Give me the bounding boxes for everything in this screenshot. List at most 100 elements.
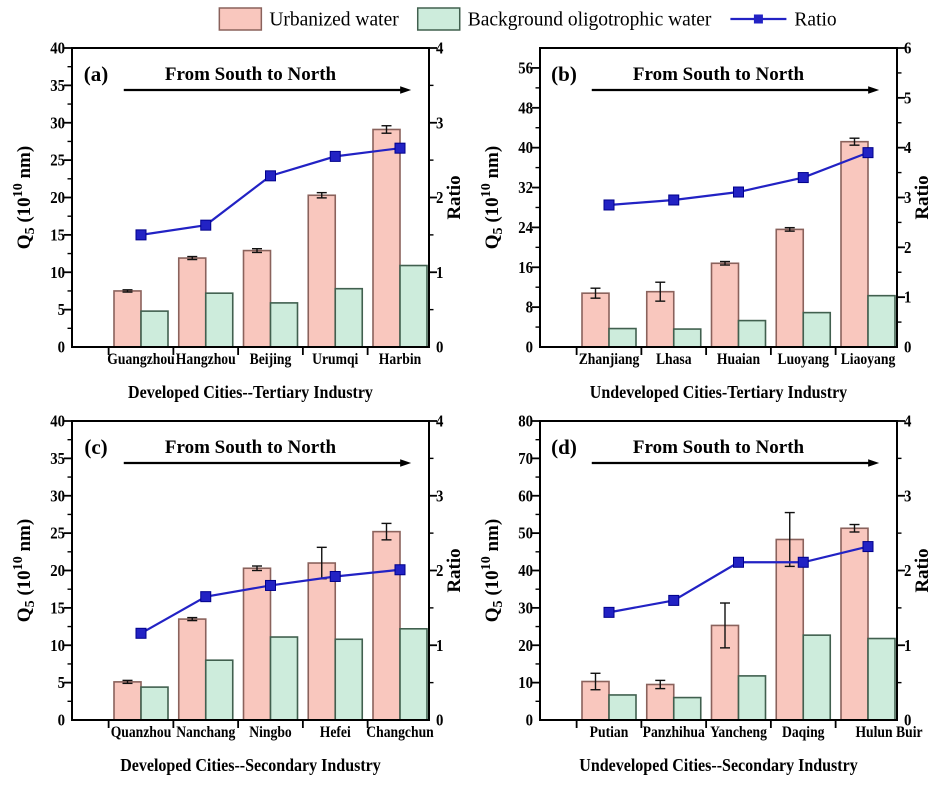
error-bar-Zhanjiang [590, 287, 601, 299]
ytick-left: 8 [526, 298, 533, 317]
ytick-left: 15 [50, 225, 65, 244]
legend-item-1: Background oligotrophic water [416, 7, 712, 31]
ratio-marker-Ningbo [265, 579, 276, 591]
ratio-marker-Huaian [733, 186, 744, 198]
ytick-left: 20 [50, 188, 65, 207]
xtick-Luoyang: Luoyang [778, 351, 830, 368]
xtick-Urumqi: Urumqi [312, 351, 359, 368]
ytick-left: 30 [50, 486, 65, 505]
ytick-left: 20 [518, 636, 533, 655]
xtick-Nanchang: Nanchang [176, 724, 235, 741]
ratio-marker-Putian [603, 606, 615, 618]
ytick-right: 6 [904, 39, 911, 58]
legend-marker [753, 14, 763, 24]
bar-urbanized-Liaoyang [840, 140, 869, 348]
panel-d: 0 10 20 30 40 50 60 70 80 0 1 2 3 4 Putian Panzhihua Yan… [478, 412, 933, 776]
ytick-left: 40 [518, 138, 533, 157]
bar-urbanized-Harbin [372, 128, 401, 348]
x-axis-title: Undeveloped Cities--Secondary Industry [579, 755, 858, 775]
ytick-left: 30 [50, 113, 65, 132]
xtick-Zhanjiang: Zhanjiang [579, 351, 640, 368]
ratio-line [608, 545, 869, 614]
ratio-marker-Quanzhou [135, 627, 147, 639]
ytick-left: 24 [518, 218, 533, 237]
ytick-left: 0 [526, 338, 533, 357]
bar-background-Beijing [269, 302, 299, 348]
annotation-text: From South to North [165, 437, 337, 458]
error-bar-Huaian [720, 260, 730, 266]
error-bar-Panzhihua [655, 679, 666, 690]
bar-urbanized-Changchun [372, 530, 401, 721]
panel-a: 0 5 10 15 20 25 30 35 40 0 1 2 3 4 Guangzhou Hangzhou Be… [10, 39, 465, 403]
ratio-marker-Beijing [265, 170, 276, 182]
xtick-Panzhihua: Panzhihua [643, 724, 705, 741]
ytick-left: 5 [58, 300, 65, 319]
bar-background-Liaoyang [867, 294, 896, 348]
ytick-right: 1 [904, 636, 911, 655]
ytick-left: 25 [50, 524, 65, 543]
ytick-right: 2 [436, 561, 443, 580]
bar-urbanized-Ningbo [242, 567, 272, 721]
error-bar-Yancheng [720, 602, 730, 649]
bar-urbanized-Guangzhou [113, 290, 142, 348]
legend-item-0: Urbanized water [218, 7, 399, 31]
ratio-marker-Yancheng [733, 556, 744, 568]
xtick-Hefei: Hefei [320, 724, 352, 741]
ratio-marker-Hangzhou [200, 219, 212, 231]
ratio-line [140, 147, 401, 236]
bar-urbanized-Beijing [242, 249, 272, 348]
ratio-marker-Daqing [797, 556, 809, 568]
xtick-Hulun Buir: Hulun Buir [855, 724, 922, 741]
bar-urbanized-Quanzhou [113, 681, 142, 721]
y-axis-title-left: Q5 (1010 nm) [478, 146, 506, 249]
xtick-Daqing: Daqing [782, 724, 825, 741]
xtick-Hangzhou: Hangzhou [176, 351, 236, 368]
ytick-left: 10 [50, 263, 65, 282]
ratio-marker-Nanchang [200, 591, 212, 603]
panel-letter: (d) [551, 435, 577, 459]
xtick-Liaoyang: Liaoyang [841, 351, 896, 368]
bar-background-Luoyang [802, 311, 832, 348]
ratio-marker-Hulun Buir [862, 541, 874, 553]
bar-background-Lhasa [672, 328, 702, 348]
legend-label: Background oligotrophic water [468, 10, 712, 31]
ratio-marker-Hefei [329, 570, 341, 582]
y-axis-title-left: Q5 (1010 nm) [478, 519, 506, 622]
ytick-right: 0 [904, 711, 911, 730]
bar-urbanized-Huaian [710, 262, 740, 348]
y-axis-title-left: Q5 (1010 nm) [10, 146, 38, 249]
ytick-right: 1 [904, 288, 911, 307]
bar-background-Quanzhou [140, 686, 169, 721]
ytick-left: 0 [526, 711, 533, 730]
error-bar-Hangzhou [187, 255, 198, 261]
ytick-left: 0 [58, 711, 65, 730]
panel-letter: (a) [84, 62, 109, 86]
bar-background-Nanchang [204, 659, 234, 721]
ytick-right: 2 [904, 561, 911, 580]
ratio-marker-Panzhihua [668, 594, 680, 606]
ytick-right: 1 [436, 636, 443, 655]
annotation-text: From South to North [165, 64, 337, 85]
ytick-right: 1 [436, 263, 443, 282]
bar-background-Yancheng [737, 675, 767, 721]
annotation-arrow-head [400, 86, 412, 94]
ytick-left: 48 [518, 98, 533, 117]
panel-c: 0 5 10 15 20 25 30 35 40 0 1 2 3 4 Quanzhou Nanchang Nin… [10, 412, 465, 776]
ytick-right: 3 [904, 188, 911, 207]
ytick-left: 32 [518, 178, 533, 197]
panel-letter: (b) [551, 62, 577, 86]
xtick-Ningbo: Ningbo [249, 724, 292, 741]
error-bar-Changchun [381, 522, 392, 541]
xtick-Harbin: Harbin [379, 351, 422, 368]
legend-swatch [416, 7, 461, 31]
xtick-Lhasa: Lhasa [656, 351, 692, 368]
bar-background-Hulun Buir [867, 637, 896, 721]
bar-background-Panzhihua [672, 696, 702, 721]
y-axis-title-left: Q5 (1010 nm) [10, 519, 38, 622]
ytick-left: 60 [518, 486, 533, 505]
ytick-left: 15 [50, 598, 65, 617]
ratio-marker-Guangzhou [135, 229, 147, 241]
